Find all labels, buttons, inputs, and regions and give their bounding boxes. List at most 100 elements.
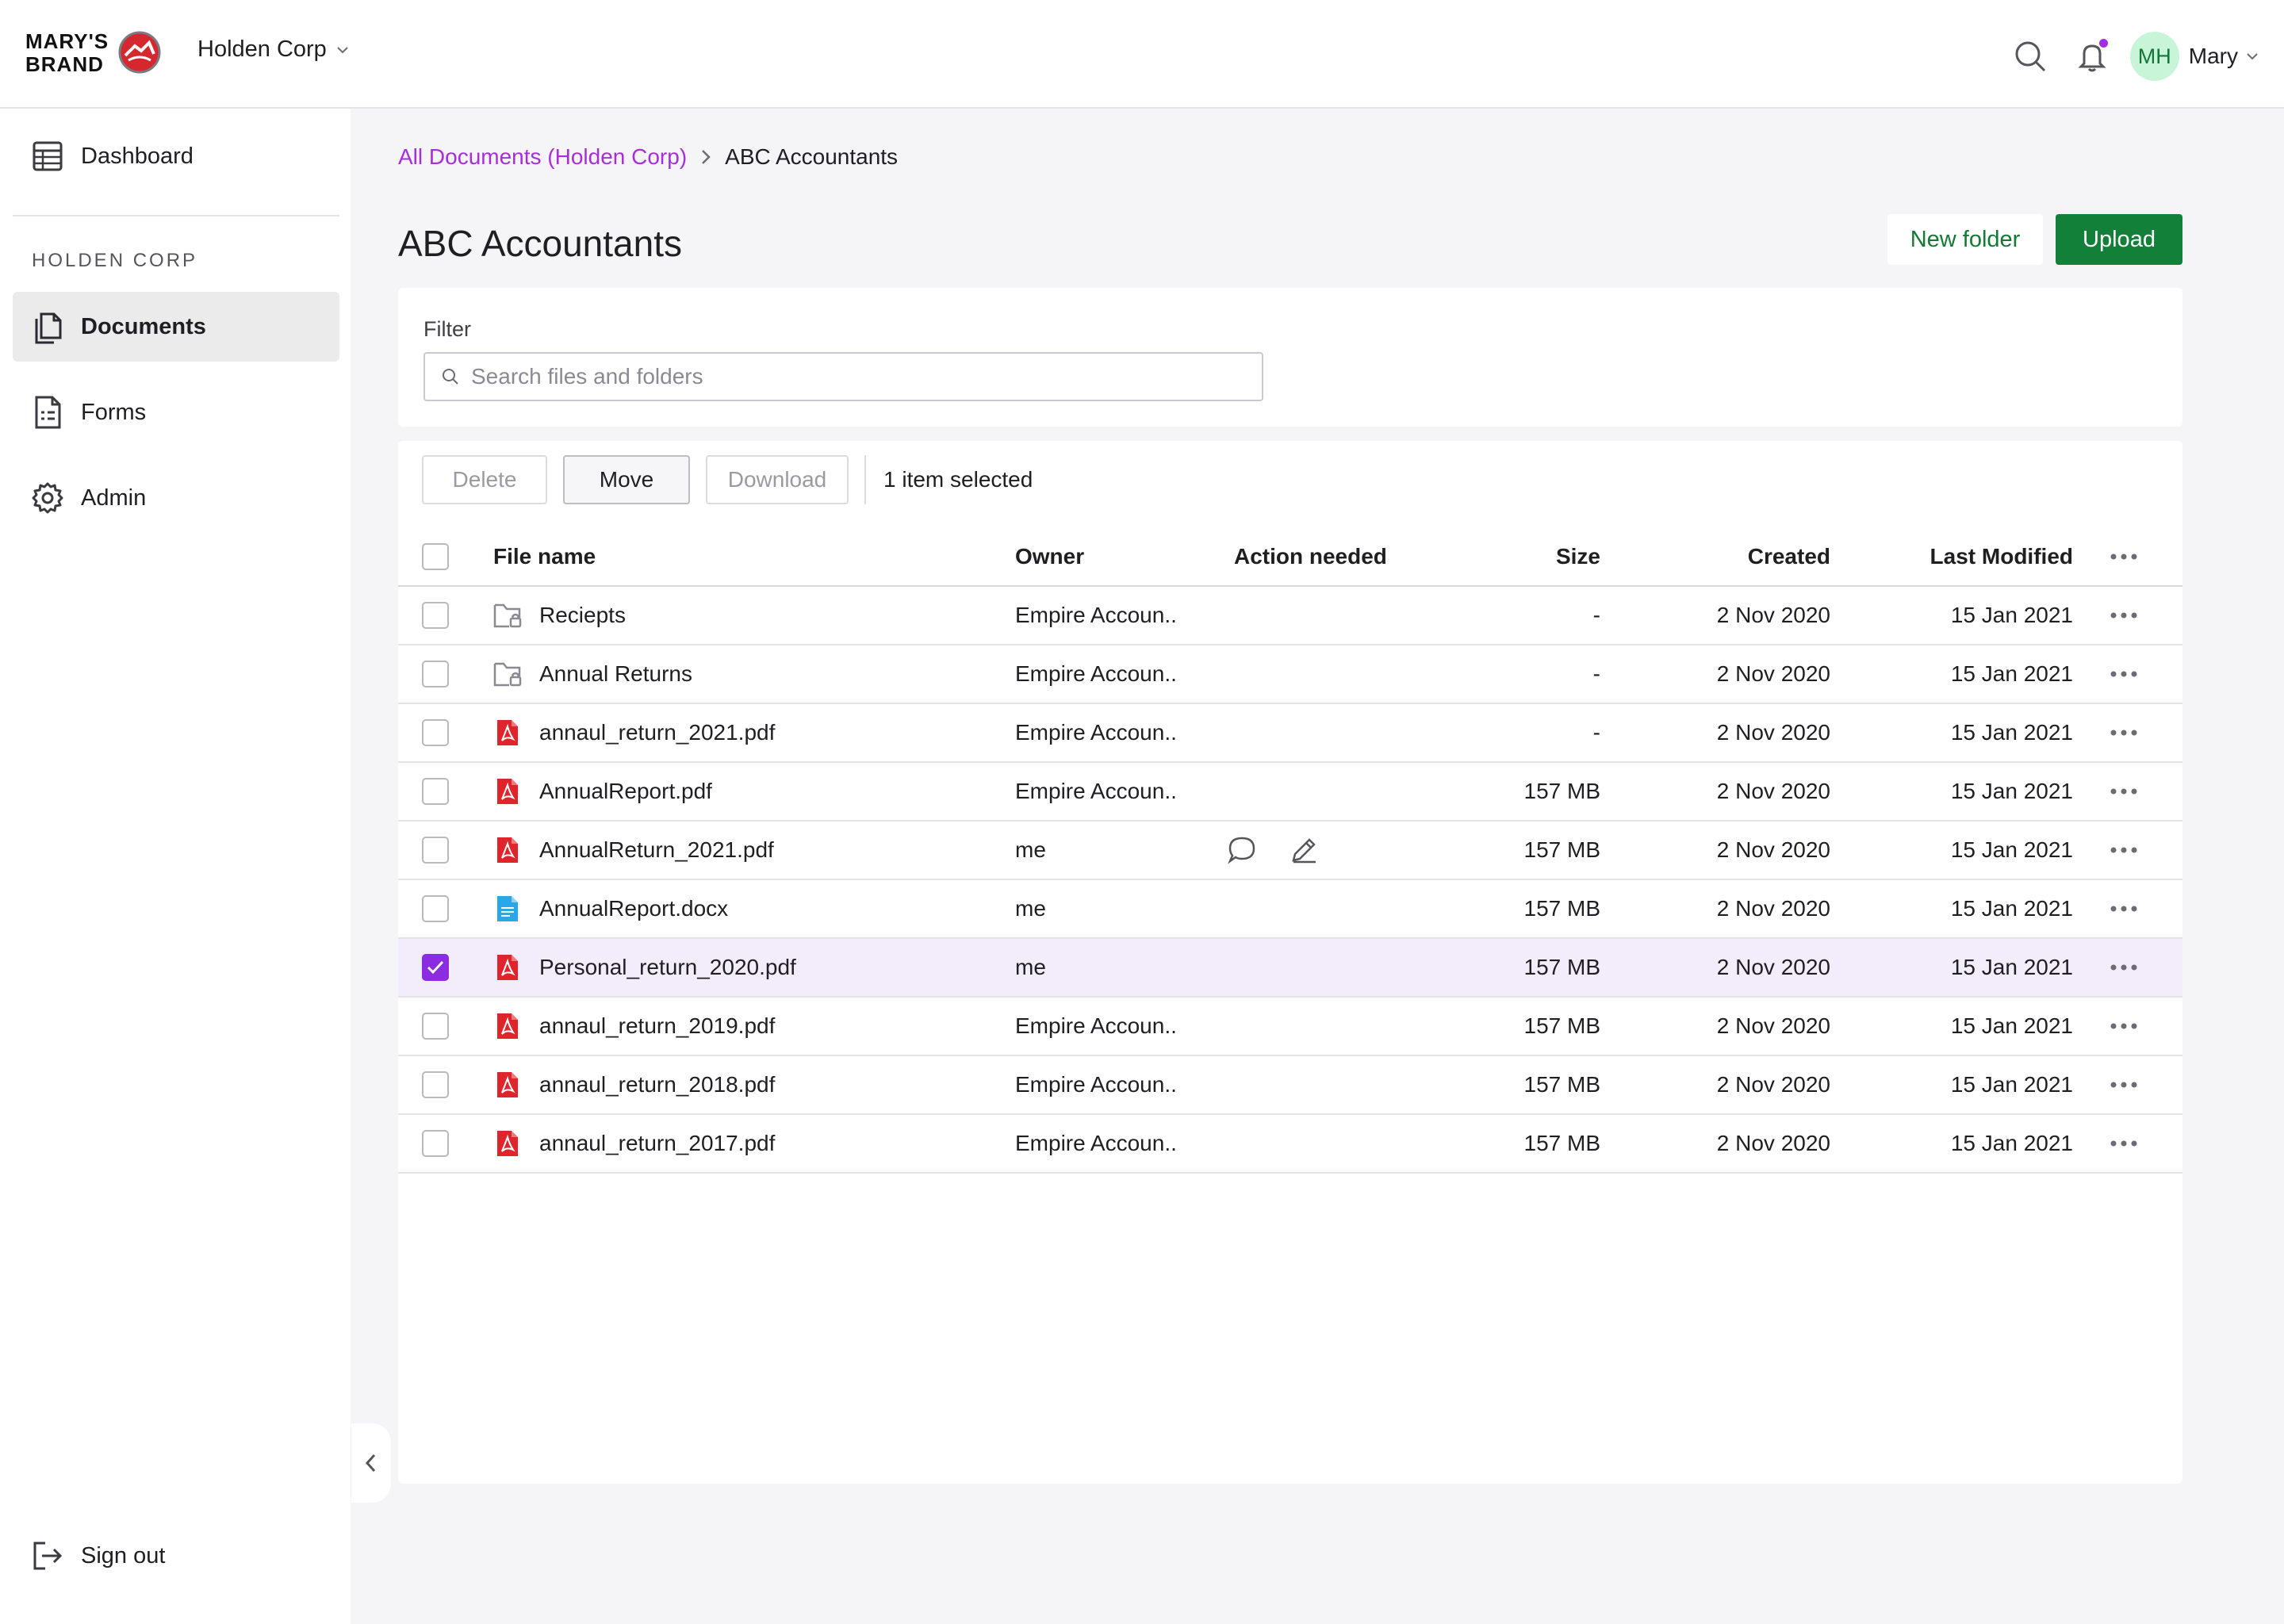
table-row[interactable]: AnnualReport.pdf Empire Accoun.. 157 MB 2 N… <box>398 763 2182 822</box>
table-row[interactable]: annaul_return_2018.pdf Empire Accoun.. 157… <box>398 1056 2182 1115</box>
sidebar-item-label: Documents <box>81 313 206 339</box>
row-checkbox[interactable] <box>422 602 449 629</box>
sidebar-collapse-button[interactable] <box>351 1423 391 1503</box>
table-row[interactable]: Reciepts Empire Accoun.. - 2 Nov 2020 15 Jan… <box>398 587 2182 645</box>
row-checkbox[interactable] <box>422 954 449 981</box>
brand-line-2: BRAND <box>25 52 104 76</box>
filter-label: Filter <box>423 317 471 341</box>
file-name[interactable]: Reciepts <box>539 603 626 627</box>
column-header-action[interactable]: Action needed <box>1234 544 1387 569</box>
chevron-down-icon[interactable] <box>2244 48 2260 64</box>
table-row[interactable]: AnnualReturn_2021.pdf me 157 MB 2 Nov 2020 1… <box>398 822 2182 880</box>
row-checkbox[interactable] <box>422 895 449 922</box>
table-row[interactable]: annaul_return_2019.pdf Empire Accoun.. 157… <box>398 998 2182 1056</box>
breadcrumb-root-link[interactable]: All Documents (Holden Corp) <box>398 144 688 169</box>
table-row[interactable]: AnnualReport.docx me 157 MB 2 Nov 2020 15 Ja… <box>398 880 2182 939</box>
row-options-button[interactable] <box>2108 939 2140 996</box>
org-switcher-label: Holden Corp <box>197 36 327 62</box>
more-horizontal-icon <box>2110 730 2137 736</box>
row-select-cell <box>422 1115 449 1172</box>
more-horizontal-icon <box>2110 553 2137 560</box>
user-name[interactable]: Mary <box>2188 44 2238 68</box>
table-row[interactable]: Personal_return_2020.pdf me 157 MB 2 Nov 20… <box>398 939 2182 998</box>
file-name[interactable]: Annual Returns <box>539 661 693 686</box>
file-modified: 15 Jan 2021 <box>1950 1013 2073 1038</box>
select-all-checkbox[interactable] <box>422 543 449 570</box>
column-header-owner[interactable]: Owner <box>1015 544 1085 569</box>
row-checkbox[interactable] <box>422 1013 449 1040</box>
row-options-button[interactable] <box>2108 998 2140 1055</box>
sidebar-item-forms[interactable]: Forms <box>13 377 339 447</box>
org-switcher[interactable]: Holden Corp <box>197 36 351 63</box>
table-row[interactable]: annaul_return_2021.pdf Empire Accoun.. - 2 … <box>398 704 2182 763</box>
row-checkbox[interactable] <box>422 1130 449 1157</box>
move-button[interactable]: Move <box>563 455 690 504</box>
row-options-button[interactable] <box>2108 822 2140 879</box>
more-horizontal-icon <box>2110 847 2137 853</box>
notifications-button[interactable] <box>2073 37 2111 75</box>
row-select-cell <box>422 880 449 937</box>
new-folder-button[interactable]: New folder <box>1887 214 2043 265</box>
delete-button[interactable]: Delete <box>422 455 547 504</box>
row-options-button[interactable] <box>2108 880 2140 937</box>
file-name[interactable]: annaul_return_2019.pdf <box>539 1013 776 1038</box>
documents-icon <box>30 309 65 344</box>
file-name[interactable]: AnnualReport.docx <box>539 896 729 921</box>
sidebar-item-label: Dashboard <box>81 143 194 169</box>
file-name[interactable]: Personal_return_2020.pdf <box>539 955 796 979</box>
row-checkbox[interactable] <box>422 1071 449 1098</box>
file-size: 157 MB <box>1523 1072 1601 1097</box>
search-input[interactable] <box>471 364 1232 389</box>
upload-button[interactable]: Upload <box>2056 214 2182 265</box>
file-name[interactable]: annaul_return_2017.pdf <box>539 1131 776 1155</box>
search-button[interactable] <box>2011 37 2049 75</box>
row-select-cell <box>422 763 449 820</box>
sidebar-section-heading: HOLDEN CORP <box>32 250 198 271</box>
file-created: 2 Nov 2020 <box>1716 1072 1830 1097</box>
row-options-button[interactable] <box>2108 704 2140 761</box>
search-field[interactable] <box>423 352 1263 401</box>
file-size: 157 MB <box>1523 955 1601 979</box>
pencil-icon <box>1292 838 1316 864</box>
row-checkbox[interactable] <box>422 661 449 688</box>
column-header-name[interactable]: File name <box>493 544 596 569</box>
column-header-modified[interactable]: Last Modified <box>1930 544 2073 569</box>
row-checkbox[interactable] <box>422 837 449 864</box>
column-header-size[interactable]: Size <box>1555 544 1600 569</box>
brand-logo[interactable]: MARY'S BRAND <box>25 30 161 79</box>
chevron-down-icon <box>337 46 348 53</box>
row-options-button[interactable] <box>2108 1056 2140 1113</box>
file-owner: Empire Accoun.. <box>1015 720 1177 745</box>
toolbar-divider <box>864 455 866 504</box>
file-modified: 15 Jan 2021 <box>1950 1131 2073 1155</box>
row-options-button[interactable] <box>2108 645 2140 703</box>
more-horizontal-icon <box>2110 1140 2137 1147</box>
sidebar-item-dashboard[interactable]: Dashboard <box>13 121 339 191</box>
column-options-button[interactable] <box>2108 528 2140 585</box>
file-name[interactable]: AnnualReturn_2021.pdf <box>539 837 774 862</box>
download-button[interactable]: Download <box>706 455 849 504</box>
comment-button[interactable] <box>1224 833 1259 868</box>
file-name[interactable]: AnnualReport.pdf <box>539 779 712 803</box>
sidebar-item-documents[interactable]: Documents <box>13 292 339 362</box>
row-checkbox[interactable] <box>422 778 449 805</box>
table-row[interactable]: annaul_return_2017.pdf Empire Accoun.. 157… <box>398 1115 2182 1174</box>
row-checkbox[interactable] <box>422 719 449 746</box>
column-header-created[interactable]: Created <box>1747 544 1830 569</box>
row-options-button[interactable] <box>2108 587 2140 644</box>
sign-out-button[interactable]: Sign out <box>13 1521 251 1591</box>
file-owner: me <box>1015 955 1046 979</box>
sidebar-divider <box>13 215 339 216</box>
edit-button[interactable] <box>1286 833 1321 868</box>
sidebar-item-admin[interactable]: Admin <box>13 463 339 533</box>
avatar[interactable]: MH <box>2129 32 2179 81</box>
file-name[interactable]: annaul_return_2021.pdf <box>539 720 776 745</box>
table-row[interactable]: Annual Returns Empire Accoun.. - 2 Nov 2020… <box>398 645 2182 704</box>
form-icon <box>30 395 65 430</box>
file-size: - <box>1592 661 1600 686</box>
locked-folder-icon <box>492 587 523 644</box>
file-name[interactable]: annaul_return_2018.pdf <box>539 1072 776 1097</box>
row-options-button[interactable] <box>2108 763 2140 820</box>
selection-count: 1 item selected <box>883 467 1033 492</box>
row-options-button[interactable] <box>2108 1115 2140 1172</box>
